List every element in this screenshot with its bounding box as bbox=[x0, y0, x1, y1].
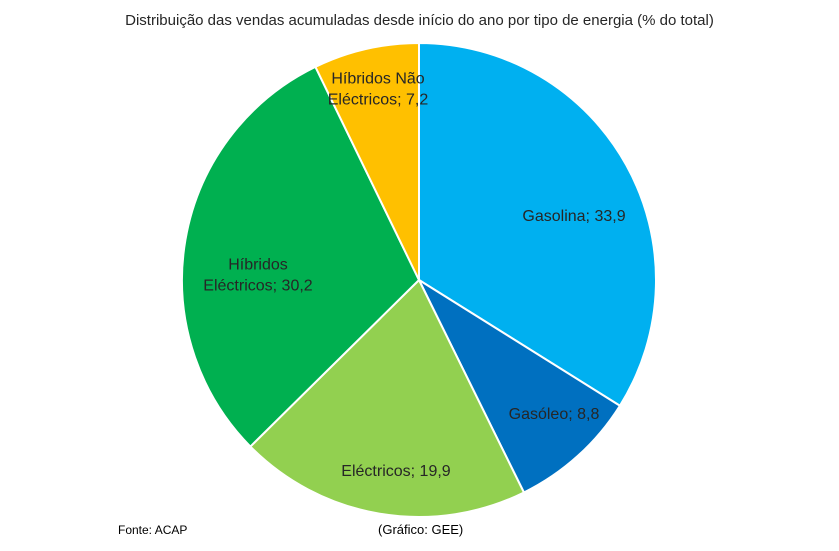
pie-slice-gasoleo bbox=[418, 279, 621, 494]
pie-slice-hibridos-nao-electricos bbox=[314, 42, 420, 281]
source-note: Fonte: ACAP bbox=[118, 523, 188, 537]
chart-credit: (Gráfico: GEE) bbox=[378, 522, 464, 537]
pie-labels: Gasolina; 33,9 Gasóleo; 8,8 Eléctricos; 19… bbox=[203, 71, 625, 481]
pie-slice-electricos bbox=[249, 279, 525, 518]
slice-label-electricos: Eléctricos; 19,9 bbox=[341, 463, 450, 480]
pie-slice-hibridos-electricos bbox=[181, 65, 420, 448]
slice-label-hibridos-electricos: Híbridos Eléctricos; 30,2 bbox=[203, 257, 312, 295]
chart-title: Distribuição das vendas acumuladas desde… bbox=[125, 12, 714, 29]
pie-slices bbox=[181, 42, 657, 518]
slice-label-gasoleo: Gasóleo; 8,8 bbox=[509, 406, 600, 423]
slice-label-gasolina: Gasolina; 33,9 bbox=[522, 208, 625, 225]
slice-label-hibridos-nao-electricos: Híbridos Não Eléctricos; 7,2 bbox=[328, 71, 429, 109]
pie-slice-gasolina bbox=[418, 42, 657, 407]
